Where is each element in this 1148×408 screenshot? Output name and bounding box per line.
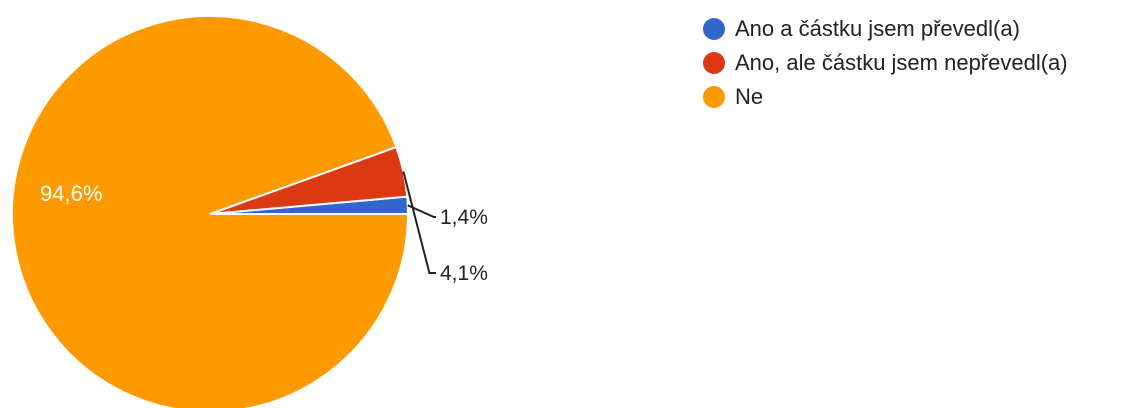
legend-swatch-1 [703, 52, 725, 74]
legend-swatch-0 [703, 18, 725, 40]
leader-line-0 [407, 204, 436, 218]
legend-item-0[interactable]: Ano a částku jsem převedl(a) [703, 12, 1068, 46]
slice-label-2: 94,6% [40, 181, 102, 206]
legend: Ano a částku jsem převedl(a) Ano, ale čá… [703, 12, 1068, 114]
legend-label-0: Ano a částku jsem převedl(a) [735, 16, 1020, 41]
slice-label-0: 1,4% [440, 206, 488, 229]
leader-line-1 [402, 171, 436, 274]
legend-swatch-2 [703, 86, 725, 108]
legend-label-2: Ne [735, 84, 764, 109]
legend-item-2[interactable]: Ne [703, 80, 1068, 114]
legend-item-1[interactable]: Ano, ale částku jsem nepřevedl(a) [703, 46, 1068, 80]
legend-label-1: Ano, ale částku jsem nepřevedl(a) [735, 50, 1068, 75]
slice-label-1: 4,1% [440, 262, 488, 285]
pie-slice-2[interactable] [11, 14, 410, 408]
